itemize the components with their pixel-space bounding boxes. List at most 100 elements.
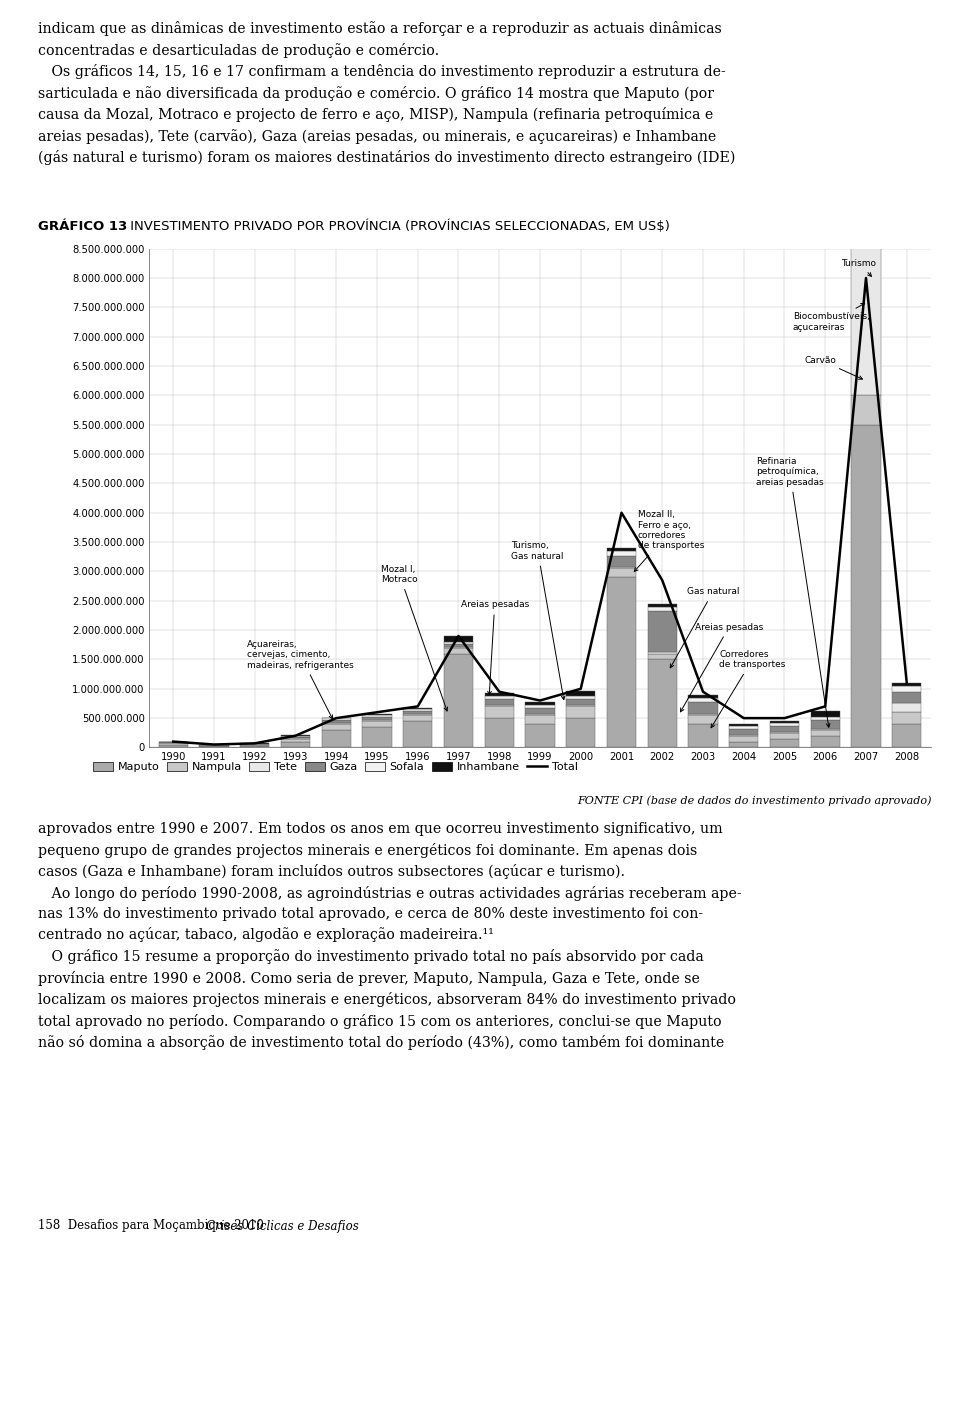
Bar bbox=[485, 698, 514, 705]
Bar bbox=[729, 736, 758, 742]
Text: Mozal II,
Ferro e aço,
corredores
de transportes: Mozal II, Ferro e aço, corredores de tra… bbox=[635, 510, 705, 572]
Bar bbox=[403, 711, 432, 714]
Bar bbox=[688, 724, 718, 747]
Bar bbox=[810, 736, 840, 747]
Bar bbox=[688, 702, 718, 714]
Bar bbox=[852, 0, 880, 6]
Bar bbox=[322, 729, 351, 747]
Bar bbox=[485, 705, 514, 707]
Text: GRÁFICO 13: GRÁFICO 13 bbox=[38, 219, 128, 233]
Bar bbox=[607, 577, 636, 747]
Bar bbox=[810, 717, 840, 719]
Bar bbox=[485, 707, 514, 718]
Bar bbox=[729, 726, 758, 729]
Bar bbox=[892, 683, 922, 686]
Bar bbox=[729, 729, 758, 735]
Text: Crises Cíclicas e Desafios: Crises Cíclicas e Desafios bbox=[206, 1220, 359, 1232]
Bar bbox=[444, 642, 473, 643]
Bar bbox=[525, 702, 555, 705]
Bar bbox=[648, 604, 677, 607]
Bar bbox=[810, 729, 840, 736]
Text: Refinaria
petroquímica,
areias pesadas: Refinaria petroquímica, areias pesadas bbox=[756, 457, 830, 728]
Bar bbox=[403, 715, 432, 721]
Bar bbox=[158, 745, 188, 747]
Bar bbox=[444, 653, 473, 747]
Text: Açuareiras,
cervejas, cimento,
madeiras, refrigerantes: Açuareiras, cervejas, cimento, madeiras,… bbox=[247, 639, 353, 719]
Bar bbox=[525, 715, 555, 724]
Bar bbox=[648, 653, 677, 659]
Bar bbox=[770, 721, 799, 722]
Bar bbox=[403, 721, 432, 747]
Bar bbox=[607, 548, 636, 551]
Bar bbox=[770, 726, 799, 732]
Bar bbox=[770, 733, 799, 739]
Bar bbox=[525, 724, 555, 747]
Bar bbox=[892, 691, 922, 704]
Bar bbox=[322, 724, 351, 729]
Bar bbox=[525, 708, 555, 714]
Bar bbox=[485, 695, 514, 698]
Bar bbox=[810, 711, 840, 717]
Bar bbox=[729, 742, 758, 747]
Bar bbox=[444, 636, 473, 642]
Bar bbox=[852, 395, 880, 424]
Bar bbox=[852, 6, 880, 11]
Bar bbox=[688, 715, 718, 724]
Text: Areias pesadas: Areias pesadas bbox=[681, 622, 763, 712]
Text: Biocombustíveis,
açucareiras: Biocombustíveis, açucareiras bbox=[793, 303, 870, 332]
Bar bbox=[322, 718, 351, 719]
Bar bbox=[566, 697, 595, 700]
Bar bbox=[362, 726, 392, 747]
Text: aprovados entre 1990 e 2007. Em todos os anos em que ocorreu investimento signif: aprovados entre 1990 e 2007. Em todos os… bbox=[38, 822, 742, 1051]
Bar bbox=[852, 25, 880, 395]
Bar bbox=[607, 569, 636, 577]
Bar bbox=[688, 698, 718, 702]
Bar bbox=[362, 715, 392, 717]
Text: Mozal I,
Motraco: Mozal I, Motraco bbox=[381, 565, 447, 711]
Bar bbox=[770, 739, 799, 747]
Bar bbox=[607, 551, 636, 555]
Bar bbox=[322, 719, 351, 722]
Bar bbox=[281, 739, 310, 742]
Bar bbox=[444, 643, 473, 646]
Bar bbox=[403, 710, 432, 711]
Bar bbox=[892, 704, 922, 712]
Bar bbox=[892, 724, 922, 747]
Bar bbox=[770, 722, 799, 726]
Bar bbox=[688, 694, 718, 698]
Bar bbox=[485, 693, 514, 695]
Text: FONTE CPI (base de dados do investimento privado aprovado): FONTE CPI (base de dados do investimento… bbox=[577, 795, 931, 806]
Bar bbox=[362, 717, 392, 719]
Bar bbox=[648, 659, 677, 747]
Bar bbox=[525, 705, 555, 708]
Bar bbox=[648, 611, 677, 652]
Bar bbox=[852, 424, 880, 747]
Bar bbox=[566, 690, 595, 697]
Bar bbox=[566, 707, 595, 718]
Bar bbox=[485, 718, 514, 747]
Text: Gas natural: Gas natural bbox=[670, 587, 739, 667]
Bar bbox=[362, 721, 392, 726]
Bar bbox=[281, 742, 310, 747]
Bar bbox=[892, 686, 922, 691]
Text: Corredores
de transportes: Corredores de transportes bbox=[711, 649, 785, 728]
Bar bbox=[852, 11, 880, 25]
Bar bbox=[810, 719, 840, 729]
Bar bbox=[240, 746, 270, 747]
Bar bbox=[607, 555, 636, 568]
Bar bbox=[566, 700, 595, 705]
Text: Carvão: Carvão bbox=[804, 355, 862, 379]
Text: Areias pesadas: Areias pesadas bbox=[461, 600, 529, 695]
Bar bbox=[444, 648, 473, 653]
Bar bbox=[566, 718, 595, 747]
Bar bbox=[648, 607, 677, 611]
Bar bbox=[892, 712, 922, 724]
Text: Turismo: Turismo bbox=[842, 259, 876, 277]
Text: INVESTIMENTO PRIVADO POR PROVÍNCIA (PROVÍNCIAS SELECCIONADAS, EM US$): INVESTIMENTO PRIVADO POR PROVÍNCIA (PROV… bbox=[126, 219, 670, 233]
Text: indicam que as dinâmicas de investimento estão a reforçar e a reproduzir as actu: indicam que as dinâmicas de investimento… bbox=[38, 21, 735, 166]
Text: Turismo,
Gas natural: Turismo, Gas natural bbox=[512, 541, 564, 700]
Legend: Maputo, Nampula, Tete, Gaza, Sofala, Inhambane, Total: Maputo, Nampula, Tete, Gaza, Sofala, Inh… bbox=[88, 757, 583, 777]
Text: 158  Desafios para Moçambique 2010: 158 Desafios para Moçambique 2010 bbox=[38, 1220, 272, 1232]
Bar bbox=[403, 708, 432, 710]
Bar bbox=[729, 724, 758, 726]
